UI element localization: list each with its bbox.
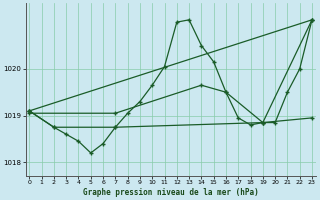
X-axis label: Graphe pression niveau de la mer (hPa): Graphe pression niveau de la mer (hPa) [83, 188, 259, 197]
